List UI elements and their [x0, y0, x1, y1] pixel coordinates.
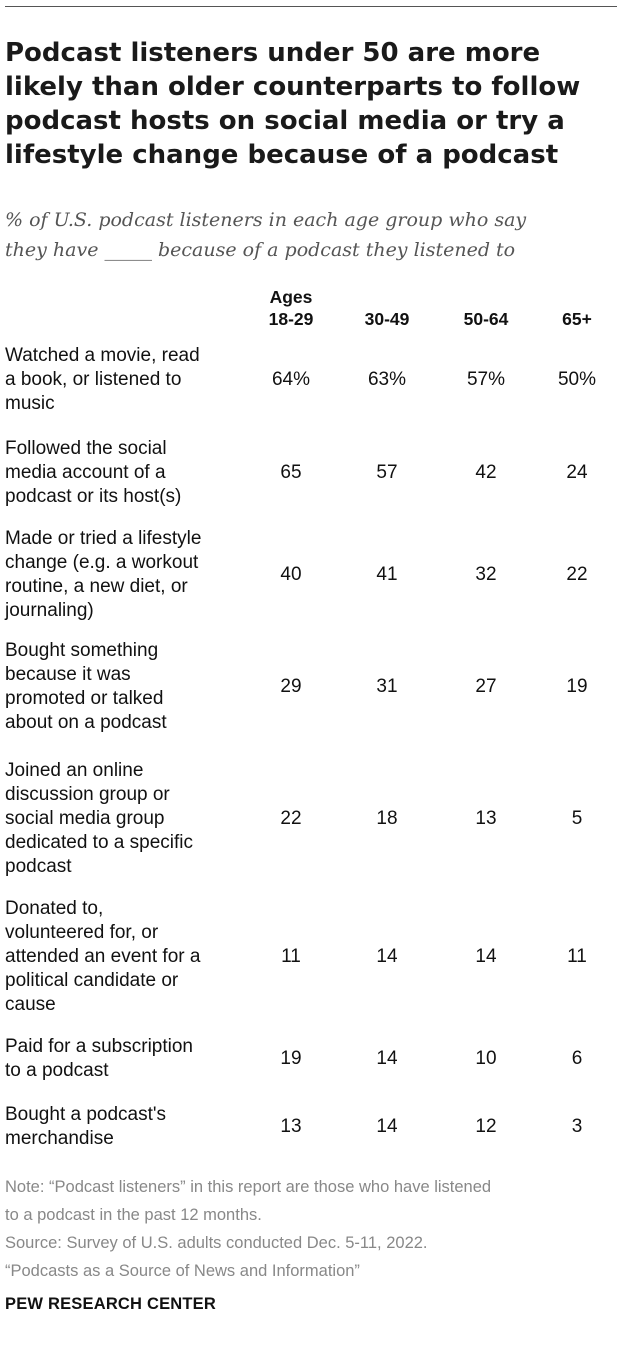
- column-header-line-1: [446, 286, 526, 308]
- row-label-line: political candidate or: [5, 970, 179, 991]
- row-label-line: change (e.g. a workout: [5, 552, 199, 573]
- chart-subtitle: % of U.S. podcast listeners in each age …: [5, 205, 613, 265]
- report-title-line: “Podcasts as a Source of News and Inform…: [5, 1262, 360, 1280]
- row-label-line: dedicated to a specific: [5, 832, 194, 853]
- column-header-4: 65+: [537, 286, 617, 330]
- cell-value: 22: [566, 564, 588, 585]
- notes: Note: “Podcast listeners” in this report…: [5, 1173, 617, 1285]
- row-label-line: volunteered for, or: [5, 922, 159, 943]
- cell-value: 18: [376, 808, 398, 829]
- row-label-line: social media group: [5, 808, 165, 829]
- row-label-line: podcast: [5, 856, 72, 877]
- row-label: Bought something because it was promoted o…: [5, 639, 250, 735]
- source-line: Source: Survey of U.S. adults conducted …: [5, 1234, 428, 1252]
- row-label: Followed the social media account of a pod…: [5, 437, 250, 509]
- row-label-line: Bought a podcast's: [5, 1104, 167, 1125]
- row-label-line: to a podcast: [5, 1060, 109, 1081]
- cell-value: 42: [475, 462, 497, 483]
- row-label-line: merchandise: [5, 1128, 114, 1149]
- row-label-line: Paid for a subscription: [5, 1036, 193, 1057]
- cell-value: 3: [571, 1116, 583, 1137]
- column-header-line-2: 18-29: [268, 309, 314, 329]
- row-label-line: Joined an online: [5, 760, 144, 781]
- column-header-line-1: [537, 286, 617, 308]
- row-label-line: cause: [5, 994, 56, 1015]
- cell-value: 19: [280, 1048, 302, 1069]
- cell-value: 11: [281, 946, 301, 967]
- row-label-line: music: [5, 393, 55, 414]
- row-label: Made or tried a lifestyle change (e.g. a …: [5, 527, 250, 623]
- row-label: Paid for a subscription to a podcast: [5, 1035, 250, 1083]
- cell-value: 29: [280, 676, 302, 697]
- cell-value: 14: [376, 946, 398, 967]
- row-label-line: Bought something: [5, 640, 159, 661]
- cell-value: 27: [475, 676, 497, 697]
- row-label-line: routine, a new diet, or: [5, 576, 188, 597]
- cell-value: 13: [280, 1116, 302, 1137]
- row-label-line: because it was: [5, 664, 131, 685]
- row-label-line: Donated to,: [5, 898, 104, 919]
- row-label: Bought a podcast's merchandise: [5, 1103, 250, 1151]
- row-label-line: podcast or its host(s): [5, 486, 182, 507]
- row-label-line: journaling): [5, 600, 94, 621]
- cell-value: 40: [280, 564, 302, 585]
- cell-value: 50%: [557, 369, 597, 390]
- cell-value: 12: [475, 1116, 497, 1137]
- column-header-3: 50-64: [446, 286, 526, 330]
- subtitle-line-2: they have _____ because of a podcast the…: [5, 239, 516, 261]
- cell-value: 13: [475, 808, 497, 829]
- brand-logo-text: PEW RESEARCH CENTER: [5, 1295, 216, 1313]
- cell-value: 19: [566, 676, 588, 697]
- cell-value: 5: [571, 808, 583, 829]
- column-header-line-2: 50-64: [463, 309, 509, 329]
- row-label: Donated to, volunteered for, or attended a…: [5, 897, 250, 1017]
- column-header-line-1: Ages: [269, 287, 313, 307]
- column-header-2: 30-49: [347, 286, 427, 330]
- cell-value: 57: [376, 462, 398, 483]
- note-line-2: to a podcast in the past 12 months.: [5, 1206, 262, 1224]
- row-label-line: a book, or listened to: [5, 369, 182, 390]
- row-label-line: attended an event for a: [5, 946, 201, 967]
- row-label: Joined an online discussion group or socia…: [5, 759, 250, 879]
- column-header-line-1: [347, 286, 427, 308]
- cell-value: 31: [376, 676, 398, 697]
- cell-value: 65: [280, 462, 302, 483]
- column-header-line-2: 65+: [562, 309, 592, 329]
- top-rule: [5, 6, 617, 7]
- row-label-line: Followed the social: [5, 438, 167, 459]
- row-label-line: media account of a: [5, 462, 166, 483]
- cell-value: 6: [571, 1048, 583, 1069]
- row-label-line: Watched a movie, read: [5, 345, 200, 366]
- cell-value: 41: [376, 564, 398, 585]
- column-header-1: Ages 18-29: [251, 286, 331, 330]
- cell-value: 14: [376, 1116, 398, 1137]
- subtitle-line-1: % of U.S. podcast listeners in each age …: [5, 209, 527, 231]
- note-line-1: Note: “Podcast listeners” in this report…: [5, 1178, 492, 1196]
- cell-value: 10: [475, 1048, 497, 1069]
- cell-value: 24: [566, 462, 588, 483]
- chart-title: Podcast listeners under 50 are more like…: [5, 38, 581, 170]
- cell-value: 14: [376, 1048, 398, 1069]
- cell-value: 22: [280, 808, 302, 829]
- cell-value: 14: [475, 946, 497, 967]
- row-label-line: promoted or talked: [5, 688, 164, 709]
- row-label-line: Made or tried a lifestyle: [5, 528, 202, 549]
- cell-value: 64%: [271, 369, 311, 390]
- cell-value: 63%: [367, 369, 407, 390]
- row-label: Watched a movie, read a book, or listened…: [5, 344, 250, 416]
- cell-value: 11: [567, 946, 587, 967]
- cell-value: 32: [475, 564, 497, 585]
- cell-value: 57%: [466, 369, 506, 390]
- row-label-line: discussion group or: [5, 784, 170, 805]
- column-header-line-2: 30-49: [364, 309, 410, 329]
- row-label-line: about on a podcast: [5, 712, 167, 733]
